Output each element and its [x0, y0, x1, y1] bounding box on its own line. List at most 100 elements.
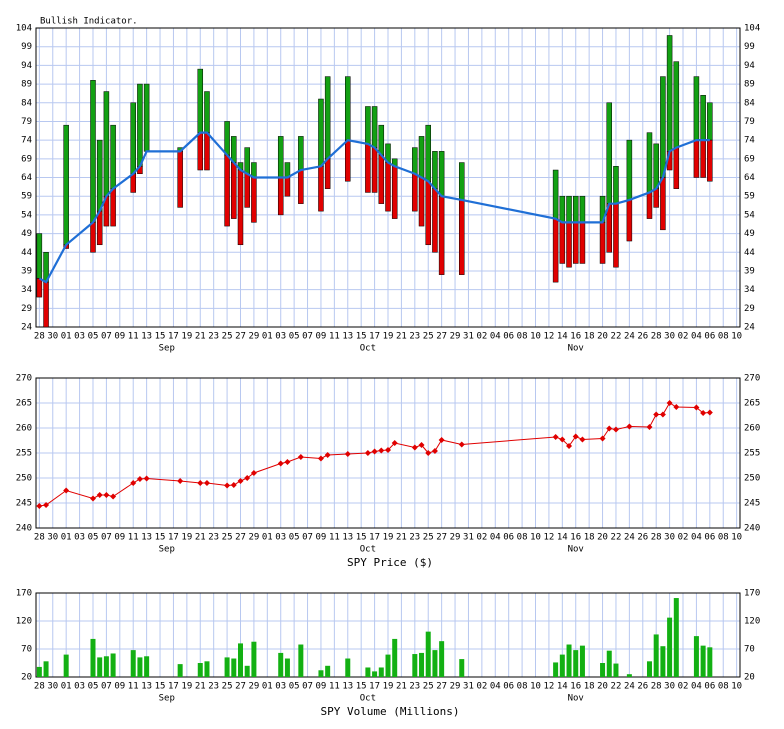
y-tick-label: 120	[16, 617, 32, 627]
volume-bar	[103, 656, 109, 677]
x-tick-label: 09	[316, 533, 327, 543]
bull-bar	[96, 139, 103, 212]
x-tick-label: 11	[128, 682, 139, 692]
bear-bar	[365, 143, 371, 193]
price-marker	[89, 495, 96, 502]
x-tick-label: 17	[369, 682, 380, 692]
x-tick-label: 07	[101, 682, 112, 692]
volume-bar	[325, 665, 331, 677]
y-tick-label: 104	[16, 24, 32, 34]
price-marker	[277, 460, 284, 467]
y-tick-label: 70	[21, 645, 32, 655]
y-tick-label: 245	[16, 499, 32, 509]
y-tick-label-right: 255	[744, 449, 760, 459]
volume-bar	[646, 661, 652, 677]
price-marker	[706, 409, 713, 416]
y-tick-label-right: 44	[744, 248, 755, 258]
plot-frame	[35, 27, 741, 328]
price-marker	[552, 434, 559, 440]
y-tick-label: 54	[21, 210, 32, 220]
volume-bar	[425, 631, 431, 677]
bear-bar	[432, 188, 438, 253]
price-marker	[143, 475, 150, 482]
y-tick-label: 20	[21, 673, 32, 683]
x-tick-label: 03	[74, 533, 85, 543]
x-axis-label: SPY Price ($)	[347, 556, 433, 569]
x-tick-label: 05	[289, 332, 300, 342]
x-tick-label: 05	[289, 682, 300, 692]
y-tick-label: 39	[21, 266, 32, 276]
price-marker	[659, 411, 666, 418]
x-tick-label: 27	[235, 332, 246, 342]
bear-bar	[110, 188, 116, 227]
x-tick-label: 24	[624, 332, 635, 342]
y-tick-label: 170	[16, 589, 32, 599]
price-marker	[572, 433, 579, 440]
price-marker	[626, 423, 633, 430]
x-tick-label: 19	[181, 332, 192, 342]
price-marker	[250, 470, 257, 476]
y-tick-label-right: 84	[744, 98, 755, 108]
x-tick-label: 31	[463, 533, 474, 543]
bear-bar	[559, 222, 566, 264]
volume-bar	[459, 659, 465, 677]
y-tick-label-right: 49	[744, 229, 755, 239]
x-tick-label: 09	[316, 332, 327, 342]
x-tick-label: 01	[61, 332, 72, 342]
price-marker	[371, 448, 378, 455]
x-tick-label: 30	[47, 332, 58, 342]
y-tick-label-right: 99	[744, 42, 755, 52]
y-tick-label: 24	[21, 323, 32, 333]
bull-bar	[224, 121, 230, 156]
x-tick-label: 30	[47, 533, 58, 543]
x-tick-label: 24	[624, 533, 635, 543]
bear-bar	[284, 177, 291, 197]
volume-bar	[298, 644, 304, 677]
price-marker	[559, 436, 566, 443]
volume-bar	[36, 666, 42, 677]
x-tick-label: 02	[678, 533, 689, 543]
volume-bar	[600, 663, 606, 677]
x-tick-label: 17	[168, 682, 179, 692]
y-tick-label-right: 120	[744, 617, 760, 627]
bear-bar	[425, 180, 431, 246]
bull-bar	[251, 162, 257, 178]
volume-bar	[667, 617, 673, 677]
x-tick-label: 17	[168, 533, 179, 543]
x-tick-label: 01	[262, 682, 273, 692]
bear-bar	[438, 195, 445, 275]
bull-bar	[613, 166, 619, 204]
volume-bar	[412, 654, 418, 677]
y-tick-label: 44	[21, 248, 32, 258]
x-tick-label: 28	[34, 332, 45, 342]
volume-bar	[137, 657, 143, 677]
x-tick-label: 04	[691, 332, 702, 342]
x-tick-label: 05	[88, 332, 99, 342]
x-tick-label: 10	[731, 682, 742, 692]
y-tick-label-right: 69	[744, 154, 755, 164]
bull-bar	[143, 83, 150, 152]
month-label: Sep	[159, 545, 175, 555]
x-tick-label: 05	[88, 682, 99, 692]
price-marker	[438, 437, 445, 443]
y-tick-label-right: 24	[744, 323, 755, 333]
bear-bar	[626, 199, 633, 242]
bull-bar	[284, 162, 291, 178]
y-tick-label: 89	[21, 80, 32, 90]
x-tick-label: 09	[114, 533, 125, 543]
bull-bar	[298, 136, 304, 171]
y-tick-label-right: 70	[744, 645, 755, 655]
x-tick-label: 01	[61, 682, 72, 692]
bull-bar	[566, 195, 572, 223]
volume-bar	[606, 650, 612, 677]
x-tick-label: 15	[155, 533, 166, 543]
volume-bar	[553, 662, 559, 677]
bear-bar	[391, 166, 398, 219]
bull-bar	[110, 124, 116, 189]
x-tick-label: 11	[128, 533, 139, 543]
price-marker	[96, 492, 103, 498]
volume-bar	[653, 634, 659, 677]
x-tick-label: 18	[584, 682, 595, 692]
price-marker	[43, 502, 50, 508]
bull-bar	[204, 91, 210, 133]
